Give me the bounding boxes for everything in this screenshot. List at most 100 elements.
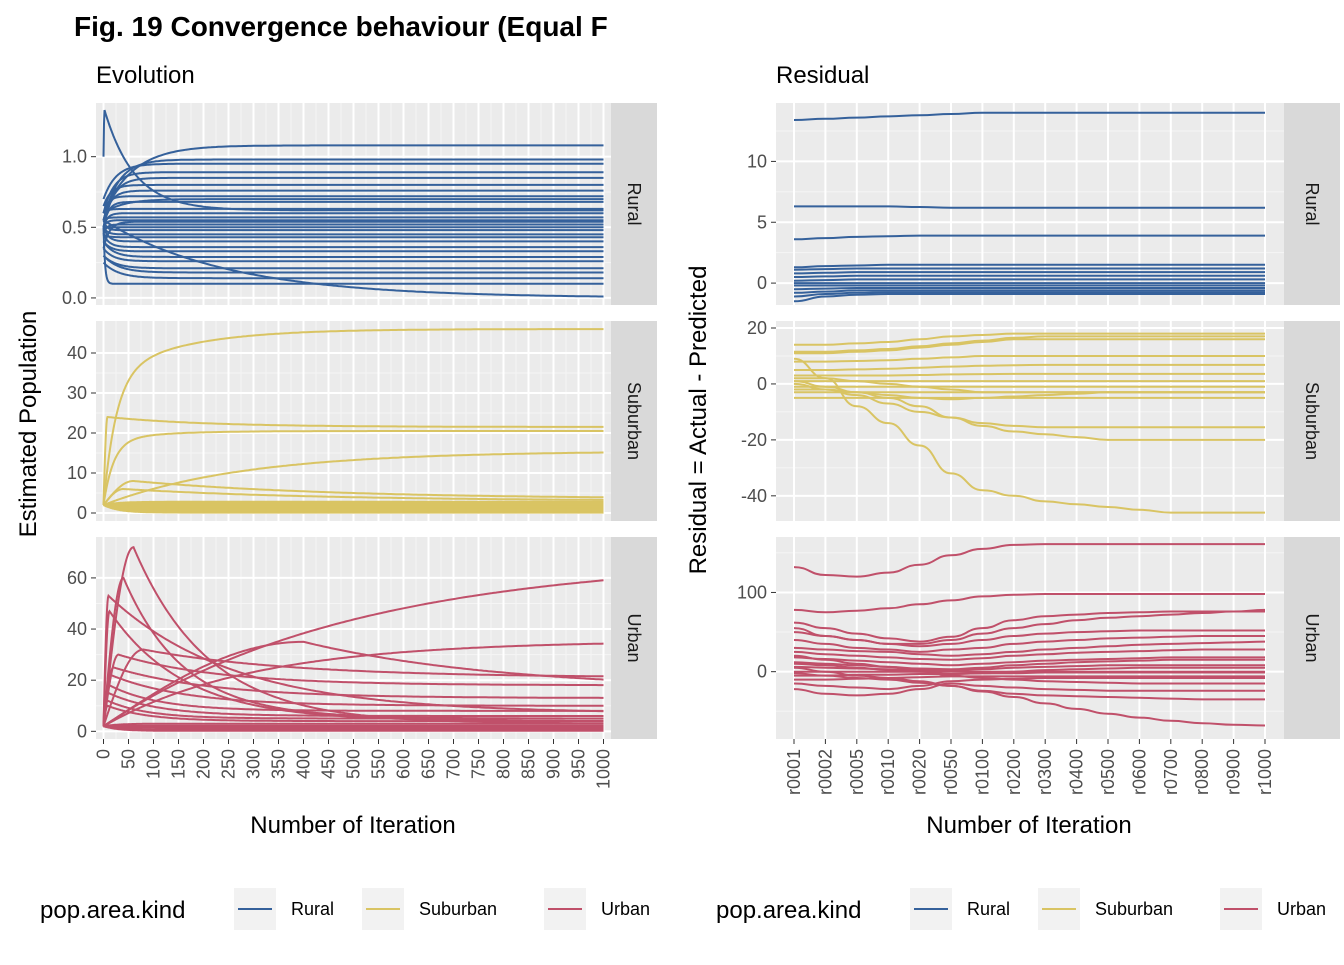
series-line-rural-5 bbox=[102, 171, 604, 214]
y-tick-label: 0 bbox=[757, 662, 767, 682]
x-tick-label: 100 bbox=[144, 749, 164, 779]
y-tick-label: 0 bbox=[77, 503, 87, 523]
series-line-rural-26 bbox=[102, 254, 604, 274]
evolution-x-axis-title: Number of Iteration bbox=[250, 812, 455, 839]
y-tick-label: 40 bbox=[67, 619, 87, 639]
legend-item-rural: Rural bbox=[234, 888, 334, 930]
residual-line-rural-4 bbox=[793, 263, 1265, 269]
series-line-rural-10 bbox=[102, 200, 604, 228]
series-line-rural-4 bbox=[102, 162, 604, 200]
x-tick-label: 150 bbox=[169, 749, 189, 779]
y-tick-label: 0 bbox=[77, 721, 87, 741]
series-line-rural-12 bbox=[102, 212, 604, 228]
series-line-urban-15 bbox=[102, 704, 604, 727]
residual-legend: pop.area.kind Rural Suburban Urban bbox=[716, 888, 1326, 930]
x-tick-label: 0 bbox=[94, 749, 114, 759]
series-line-suburban-10 bbox=[103, 504, 604, 508]
series-line-rural-11 bbox=[102, 207, 604, 214]
residual-line-urban-15 bbox=[793, 677, 1265, 691]
series-line-rural-8 bbox=[102, 189, 604, 221]
x-tick-label: r0400 bbox=[1067, 749, 1087, 795]
series-line-rural-13 bbox=[102, 216, 604, 221]
x-tick-label: 850 bbox=[519, 749, 539, 779]
residual-suburban-panel-bg bbox=[776, 321, 1284, 521]
residual-line-urban-13 bbox=[794, 671, 1265, 677]
legend-title: pop.area.kind bbox=[716, 897, 861, 924]
x-tick-label: 800 bbox=[494, 749, 514, 779]
residual-line-suburban-5 bbox=[793, 338, 1265, 355]
x-tick-label: r0100 bbox=[972, 749, 992, 795]
series-line-urban-9 bbox=[102, 653, 604, 727]
x-tick-label: 650 bbox=[419, 749, 439, 779]
residual-subtitle: Residual bbox=[776, 62, 869, 89]
series-line-rural-30 bbox=[102, 198, 604, 214]
residual-rural-panel-bg bbox=[776, 103, 1284, 305]
series-line-suburban-1 bbox=[102, 328, 604, 506]
evolution-subtitle: Evolution bbox=[96, 62, 195, 89]
x-tick-label: 700 bbox=[444, 749, 464, 779]
x-tick-label: r0005 bbox=[847, 749, 867, 795]
residual-line-urban-20 bbox=[793, 662, 1265, 676]
y-tick-label: 5 bbox=[757, 212, 767, 232]
x-tick-label: r0010 bbox=[878, 749, 898, 795]
facet-strip bbox=[1284, 321, 1340, 521]
series-line-suburban-14 bbox=[103, 504, 604, 514]
series-line-rural-7 bbox=[102, 183, 604, 207]
x-tick-label: r0050 bbox=[941, 749, 961, 795]
residual-line-urban-6 bbox=[793, 635, 1265, 653]
legend-item-rural: Rural bbox=[910, 888, 1010, 930]
series-line-rural-24 bbox=[102, 247, 604, 263]
residual-line-urban-3 bbox=[793, 610, 1265, 643]
evolution-y-axis-title: Estimated Population bbox=[15, 311, 42, 538]
series-line-urban-20 bbox=[103, 725, 604, 732]
series-line-rural-29 bbox=[102, 219, 604, 298]
residual-line-urban-5 bbox=[793, 608, 1266, 645]
series-line-urban-8 bbox=[102, 648, 604, 727]
series-line-suburban-7 bbox=[103, 500, 604, 506]
y-tick-label: 20 bbox=[67, 670, 87, 690]
facet-strip bbox=[611, 537, 657, 739]
x-tick-label: r0001 bbox=[784, 749, 804, 795]
series-line-rural-20 bbox=[102, 226, 604, 243]
residual-line-urban-18 bbox=[793, 666, 1266, 727]
residual-line-urban-7 bbox=[793, 640, 1266, 657]
x-tick-label: 250 bbox=[219, 749, 239, 779]
series-line-suburban-2 bbox=[102, 416, 604, 506]
series-line-rural-14 bbox=[102, 219, 604, 228]
residual-line-suburban-8 bbox=[793, 363, 1265, 372]
residual-line-urban-2 bbox=[793, 593, 1265, 614]
x-tick-label: r0800 bbox=[1192, 749, 1212, 795]
evolution-facet-rural: 0.0 0.5 1.0 Rural bbox=[62, 103, 657, 308]
residual-line-suburban-1 bbox=[793, 357, 1265, 514]
legend-label: Suburban bbox=[1095, 899, 1173, 919]
y-tick-label: 100 bbox=[737, 582, 767, 602]
x-tick-label: r0020 bbox=[910, 749, 930, 795]
residual-line-rural-7 bbox=[793, 274, 1265, 278]
series-line-suburban-8 bbox=[103, 502, 604, 506]
x-tick-label: 1000 bbox=[594, 749, 614, 789]
residual-line-suburban-4 bbox=[794, 332, 1265, 346]
x-tick-label: 900 bbox=[544, 749, 564, 779]
y-tick-label: 0 bbox=[757, 374, 767, 394]
series-line-suburban-4 bbox=[103, 451, 604, 506]
facet-strip bbox=[611, 103, 657, 305]
y-tick-label: 20 bbox=[67, 423, 87, 443]
series-line-rural-25 bbox=[102, 254, 604, 270]
residual-line-urban-9 bbox=[793, 656, 1265, 667]
evolution-facet-urban: 0 20 40 60 Urban bbox=[67, 537, 657, 741]
y-tick-label: 30 bbox=[67, 383, 87, 403]
residual-line-suburban-3 bbox=[793, 382, 1265, 429]
y-tick-label: -40 bbox=[741, 486, 767, 506]
residual-line-suburban-7 bbox=[794, 355, 1265, 363]
series-line-urban-18 bbox=[103, 725, 604, 729]
x-tick-label: r0002 bbox=[815, 749, 835, 795]
legend-label: Urban bbox=[1277, 899, 1326, 919]
residual-line-rural-8 bbox=[793, 278, 1265, 282]
x-tick-label: 500 bbox=[344, 749, 364, 779]
y-tick-label: 0.5 bbox=[62, 217, 87, 237]
series-line-rural-21 bbox=[102, 233, 604, 249]
residual-line-rural-2 bbox=[793, 205, 1265, 209]
series-line-rural-9 bbox=[102, 195, 604, 214]
legend-label: Rural bbox=[967, 899, 1010, 919]
